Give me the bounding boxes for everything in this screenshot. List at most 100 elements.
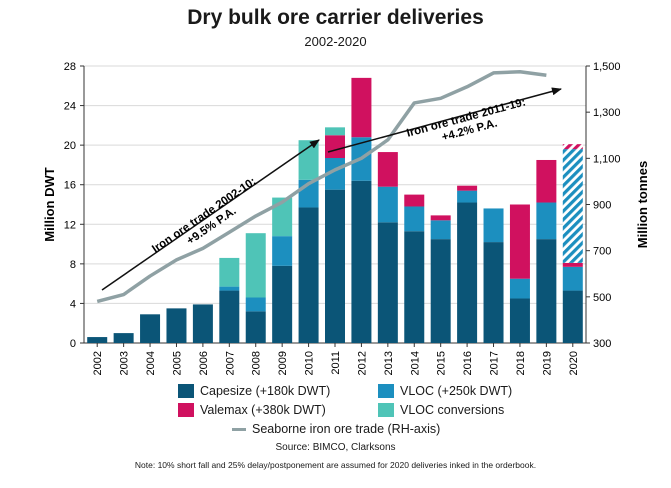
x-tick-label: 2006	[198, 351, 210, 375]
bar-vloc-hatched	[562, 149, 583, 263]
legend-trade-line	[232, 427, 246, 431]
legend-vloc-conversions-swatch	[378, 403, 394, 417]
note-text: Note: 10% short fall and 25% delay/postp…	[134, 460, 537, 470]
x-tick-label: 2007	[224, 351, 236, 375]
bar-capesize	[325, 189, 345, 343]
y2-tick-label: 1,500	[593, 61, 621, 73]
bar-capesize	[457, 202, 478, 343]
bar-vloc	[377, 186, 398, 223]
bar-capesize	[298, 207, 319, 343]
bar-vloc	[430, 220, 451, 240]
y2-tick-label: 700	[593, 246, 611, 258]
bar-capesize	[536, 239, 557, 343]
legend-trade-label: Seaborne iron ore trade (RH-axis)	[252, 422, 441, 436]
legend-capesize-swatch	[178, 384, 194, 398]
y-tick-label: 28	[64, 61, 76, 73]
bar-capesize	[140, 314, 161, 343]
y2-axis-label: Million tonnes	[635, 161, 650, 248]
trade-arrow-2011-19	[327, 87, 562, 153]
bar-capesize	[166, 308, 187, 343]
x-tick-label: 2015	[436, 351, 448, 375]
x-tick-label: 2019	[541, 351, 553, 375]
legend-valemax-label: Valemax (+380k DWT)	[200, 403, 326, 417]
bar-valemax-hatched	[562, 144, 583, 150]
y-tick-label: 24	[64, 101, 76, 113]
x-tick-label: 2016	[462, 351, 474, 375]
y2-tick-label: 900	[593, 200, 611, 212]
y-tick-label: 0	[70, 338, 76, 350]
y-tick-label: 12	[64, 219, 76, 231]
legend-vloc-conversions-label: VLOC conversions	[400, 403, 505, 417]
x-tick-label: 2012	[356, 351, 368, 375]
y-tick-label: 4	[70, 298, 76, 310]
annotation-trade-2011-19: Iron ore trade 2011-19:+4.2% P.A.	[405, 96, 530, 152]
legend-vloc-swatch	[378, 384, 394, 398]
trade-line	[96, 70, 547, 304]
y-axis-label: Million DWT	[42, 167, 57, 241]
x-tick-label: 2020	[568, 351, 580, 375]
x-tick-label: 2002	[92, 351, 104, 375]
y2-tick-label: 500	[593, 292, 611, 304]
bar-valemax	[457, 185, 478, 191]
bar-vloc	[509, 278, 530, 299]
legend-valemax-swatch	[178, 403, 194, 417]
bar-capesize	[272, 265, 293, 343]
x-tick-label: 2017	[489, 351, 501, 375]
bar-vloc-conversions	[325, 127, 345, 136]
x-tick-label: 2010	[304, 351, 316, 375]
source-text: Source: BIMCO, Clarksons	[275, 442, 396, 453]
bar-vloc	[272, 236, 293, 266]
x-tick-label: 2013	[383, 351, 395, 375]
x-tick-label: 2005	[171, 351, 183, 375]
bar-vloc	[536, 202, 557, 240]
bar-capesize	[377, 222, 398, 343]
y-tick-label: 8	[70, 259, 76, 271]
bar-valemax	[509, 204, 530, 279]
bar-vloc-conversions	[298, 140, 319, 180]
bar-valemax	[377, 152, 398, 187]
y-tick-label: 20	[64, 140, 76, 152]
bar-valemax	[430, 215, 451, 221]
legend-capesize-label: Capesize (+180k DWT)	[200, 384, 331, 398]
bar-vloc	[404, 206, 425, 232]
legend-capesize: Capesize (+180k DWT)	[178, 384, 330, 398]
bar-capesize	[483, 242, 504, 343]
bar-capesize	[192, 304, 213, 343]
legend-vloc-conversions: VLOC conversions	[378, 403, 504, 417]
bar-capesize	[509, 298, 530, 343]
bar-capesize	[87, 337, 108, 343]
y2-tick-label: 300	[593, 338, 611, 350]
bar-valemax	[562, 262, 583, 267]
bar-valemax	[325, 135, 345, 159]
bar-capesize	[245, 311, 266, 343]
bar-vloc	[245, 297, 266, 312]
bar-vloc	[483, 208, 504, 243]
chart-title: Dry bulk ore carrier deliveries	[187, 6, 484, 29]
legend-vloc-label: VLOC (+250k DWT)	[400, 384, 513, 398]
x-tick-label: 2011	[330, 351, 342, 375]
x-tick-label: 2008	[251, 351, 263, 375]
x-tick-label: 2003	[119, 351, 131, 375]
bar-valemax	[404, 194, 425, 207]
bar-valemax	[536, 159, 557, 203]
chart-subtitle: 2002-2020	[304, 34, 367, 49]
bar-capesize	[404, 231, 425, 343]
x-tick-label: 2014	[409, 351, 421, 375]
bar-vloc	[562, 266, 583, 291]
bar-vloc-conversions	[219, 257, 240, 287]
x-tick-label: 2004	[145, 351, 157, 375]
bar-vloc-conversions	[272, 197, 293, 237]
bar-valemax	[351, 77, 372, 138]
y-tick-label: 16	[64, 180, 76, 192]
trade-arrow-2002-10	[101, 139, 320, 291]
x-tick-label: 2018	[515, 351, 527, 375]
bar-vloc-conversions	[245, 233, 266, 298]
legend-vloc: VLOC (+250k DWT)	[378, 384, 512, 398]
bar-capesize	[351, 180, 372, 343]
legend-trade: Seaborne iron ore trade (RH-axis)	[232, 422, 440, 436]
bar-capesize	[113, 333, 134, 343]
annotation-line: Iron ore trade 2002-10:	[150, 176, 258, 256]
y2-tick-label: 1,100	[593, 153, 621, 165]
x-tick-label: 2009	[277, 351, 289, 375]
